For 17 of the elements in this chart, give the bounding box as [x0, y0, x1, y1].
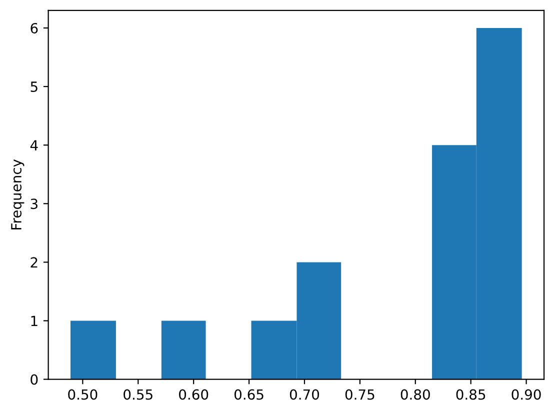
x-tick-label: 0.50	[68, 389, 98, 400]
y-tick-label: 6	[30, 22, 38, 34]
x-tick-label: 0.75	[345, 389, 374, 400]
y-tick-label: 2	[30, 257, 38, 268]
y-tick-label: 0	[30, 374, 38, 385]
y-tick-label: 4	[30, 140, 38, 150]
x-tick-label: 0.80	[400, 389, 430, 400]
y-tick-label: 3	[30, 198, 38, 210]
x-tick-label: 0.60	[179, 389, 208, 400]
x-tick-label: 0.55	[124, 389, 152, 400]
y-tick-label: 5	[30, 82, 38, 92]
y-axis-title: Frequency	[11, 159, 24, 230]
x-tick-label: 0.85	[456, 389, 486, 400]
x-tick-label: 0.90	[512, 389, 541, 400]
x-tick-label: 0.65	[234, 389, 264, 400]
x-tick-label: 0.70	[290, 389, 320, 400]
y-tick-label: 1	[31, 316, 38, 326]
